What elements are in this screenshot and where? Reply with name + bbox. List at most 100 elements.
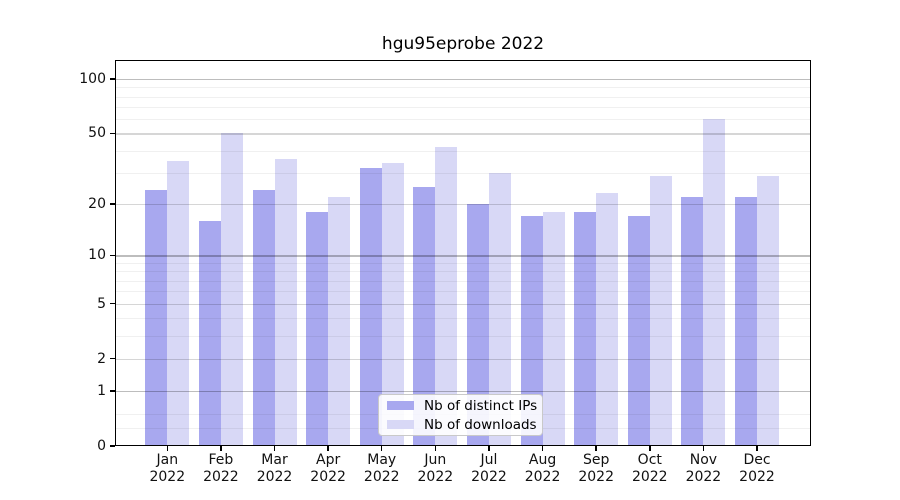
x-ticklabel-month-feb: Feb	[208, 452, 234, 468]
x-ticklabel-year-dec: 2022	[739, 469, 775, 485]
y-tickmark-10	[110, 254, 115, 257]
x-ticklabel-month-mar: Mar	[261, 452, 288, 468]
bar-downloads-nov	[703, 119, 726, 446]
bar-downloads-feb	[220, 133, 243, 446]
x-ticklabel-feb: Feb 2022	[191, 452, 251, 486]
x-ticklabel-month-jul: Jul	[480, 452, 498, 468]
x-ticklabel-month-aug: Aug	[528, 452, 557, 468]
bar-ips-apr	[306, 211, 329, 446]
bar-ips-jun	[413, 186, 436, 446]
x-ticklabel-year-jan: 2022	[149, 469, 186, 485]
x-ticklabel-jul: Jul 2022	[459, 452, 519, 486]
x-ticklabel-year-mar: 2022	[256, 469, 293, 485]
x-ticklabel-year-jun: 2022	[417, 469, 454, 485]
bar-ips-sep	[574, 211, 597, 446]
bar-ips-oct	[627, 216, 650, 446]
x-ticklabel-year-nov: 2022	[685, 469, 722, 485]
gridline-minor-3	[115, 335, 811, 337]
bar-ips-may	[359, 167, 382, 446]
x-ticklabel-month-may: May	[367, 452, 397, 468]
x-tickmark-feb	[220, 446, 222, 451]
y-tickmark-0	[110, 445, 115, 447]
x-ticklabel-year-may: 2022	[363, 469, 400, 485]
bar-downloads-jan	[167, 161, 190, 446]
gridline-mid-5	[115, 303, 811, 305]
gridline-minor-60	[115, 119, 811, 121]
x-ticklabel-month-jun: Jun	[424, 452, 447, 468]
y-ticklabel-100: 100	[79, 71, 106, 87]
x-tickmark-nov	[702, 446, 705, 451]
x-tickmark-jun	[434, 446, 437, 451]
bar-downloads-jun	[435, 146, 458, 446]
gridline-minor-30	[115, 172, 811, 175]
gridline-major-100	[115, 79, 811, 81]
y-tickmark-1	[110, 390, 115, 392]
bar-downloads-mar	[274, 158, 297, 446]
legend-swatch-ips	[387, 401, 414, 410]
x-ticklabel-month-jan: Jan	[156, 452, 179, 468]
x-tickmark-oct	[649, 446, 651, 451]
bar-ips-nov	[681, 196, 704, 446]
x-tickmark-aug	[541, 446, 544, 451]
bar-downloads-may	[381, 163, 404, 446]
x-tickmark-dec	[756, 446, 758, 451]
bar-ips-jul	[466, 203, 489, 446]
x-ticklabel-mar: Mar 2022	[245, 452, 305, 486]
x-ticklabel-month-nov: Nov	[689, 452, 718, 468]
x-tickmark-mar	[273, 446, 276, 451]
gridline-minor-7	[115, 280, 811, 282]
x-tickmark-sep	[595, 446, 597, 451]
y-ticklabel-50: 50	[88, 125, 106, 142]
bar-ips-feb	[198, 220, 221, 446]
bar-downloads-oct	[649, 175, 672, 446]
y-ticklabel-10: 10	[88, 247, 106, 264]
legend-label-ips: Nb of distinct IPs	[424, 397, 538, 414]
x-ticklabel-year-aug: 2022	[524, 469, 561, 485]
gridline-minor-8	[115, 271, 811, 273]
y-ticklabel-5: 5	[97, 295, 106, 312]
x-ticklabel-dec: Dec 2022	[727, 452, 787, 486]
legend: Nb of distinct IPs Nb of downloads	[378, 394, 543, 436]
bar-ips-dec	[735, 196, 757, 446]
bar-downloads-aug	[542, 211, 565, 446]
bar-ips-mar	[252, 190, 275, 446]
x-ticklabel-jan: Jan 2022	[137, 452, 197, 486]
x-ticklabel-jun: Jun 2022	[405, 452, 465, 486]
y-tickmark-20	[110, 203, 115, 205]
y-tickmark-100	[110, 78, 115, 80]
x-ticklabel-nov: Nov 2022	[673, 452, 733, 486]
bar-downloads-apr	[328, 196, 351, 446]
gridline-minor-80	[115, 96, 811, 98]
x-ticklabel-oct: Oct 2022	[620, 452, 680, 486]
gridline-minor-6	[115, 291, 811, 293]
bar-downloads-jul	[488, 172, 511, 446]
gridline-mid-20	[115, 203, 811, 206]
x-tickmark-apr	[327, 446, 329, 451]
bar-downloads-dec	[757, 175, 779, 446]
x-ticklabel-sep: Sep 2022	[566, 452, 626, 486]
x-ticklabel-year-feb: 2022	[203, 469, 239, 485]
x-ticklabel-may: May 2022	[352, 452, 412, 486]
y-tickmark-2	[110, 357, 115, 360]
y-tickmark-50	[110, 132, 115, 135]
gridline-mid-50	[115, 133, 811, 135]
x-tickmark-jul	[488, 446, 490, 451]
legend-item-downloads: Nb of downloads	[379, 415, 542, 434]
gridline-minor-9	[115, 262, 811, 265]
bar-ips-aug	[520, 216, 543, 446]
x-ticklabel-month-oct: Oct	[637, 452, 662, 468]
x-ticklabel-year-jul: 2022	[471, 469, 507, 485]
x-ticklabel-month-dec: Dec	[743, 452, 771, 468]
x-tickmark-may	[380, 446, 383, 451]
y-ticklabel-1: 1	[97, 382, 106, 399]
y-ticklabel-2: 2	[97, 350, 106, 367]
gridline-minor-40	[115, 150, 811, 152]
gridline-major-10	[115, 255, 811, 257]
gridline-major-1	[115, 390, 811, 393]
x-ticklabel-month-sep: Sep	[582, 452, 610, 468]
x-ticklabel-month-apr: Apr	[316, 452, 341, 468]
legend-item-ips: Nb of distinct IPs	[379, 396, 542, 415]
bar-ips-jan	[145, 190, 168, 446]
gridline-minor-90	[115, 87, 811, 89]
